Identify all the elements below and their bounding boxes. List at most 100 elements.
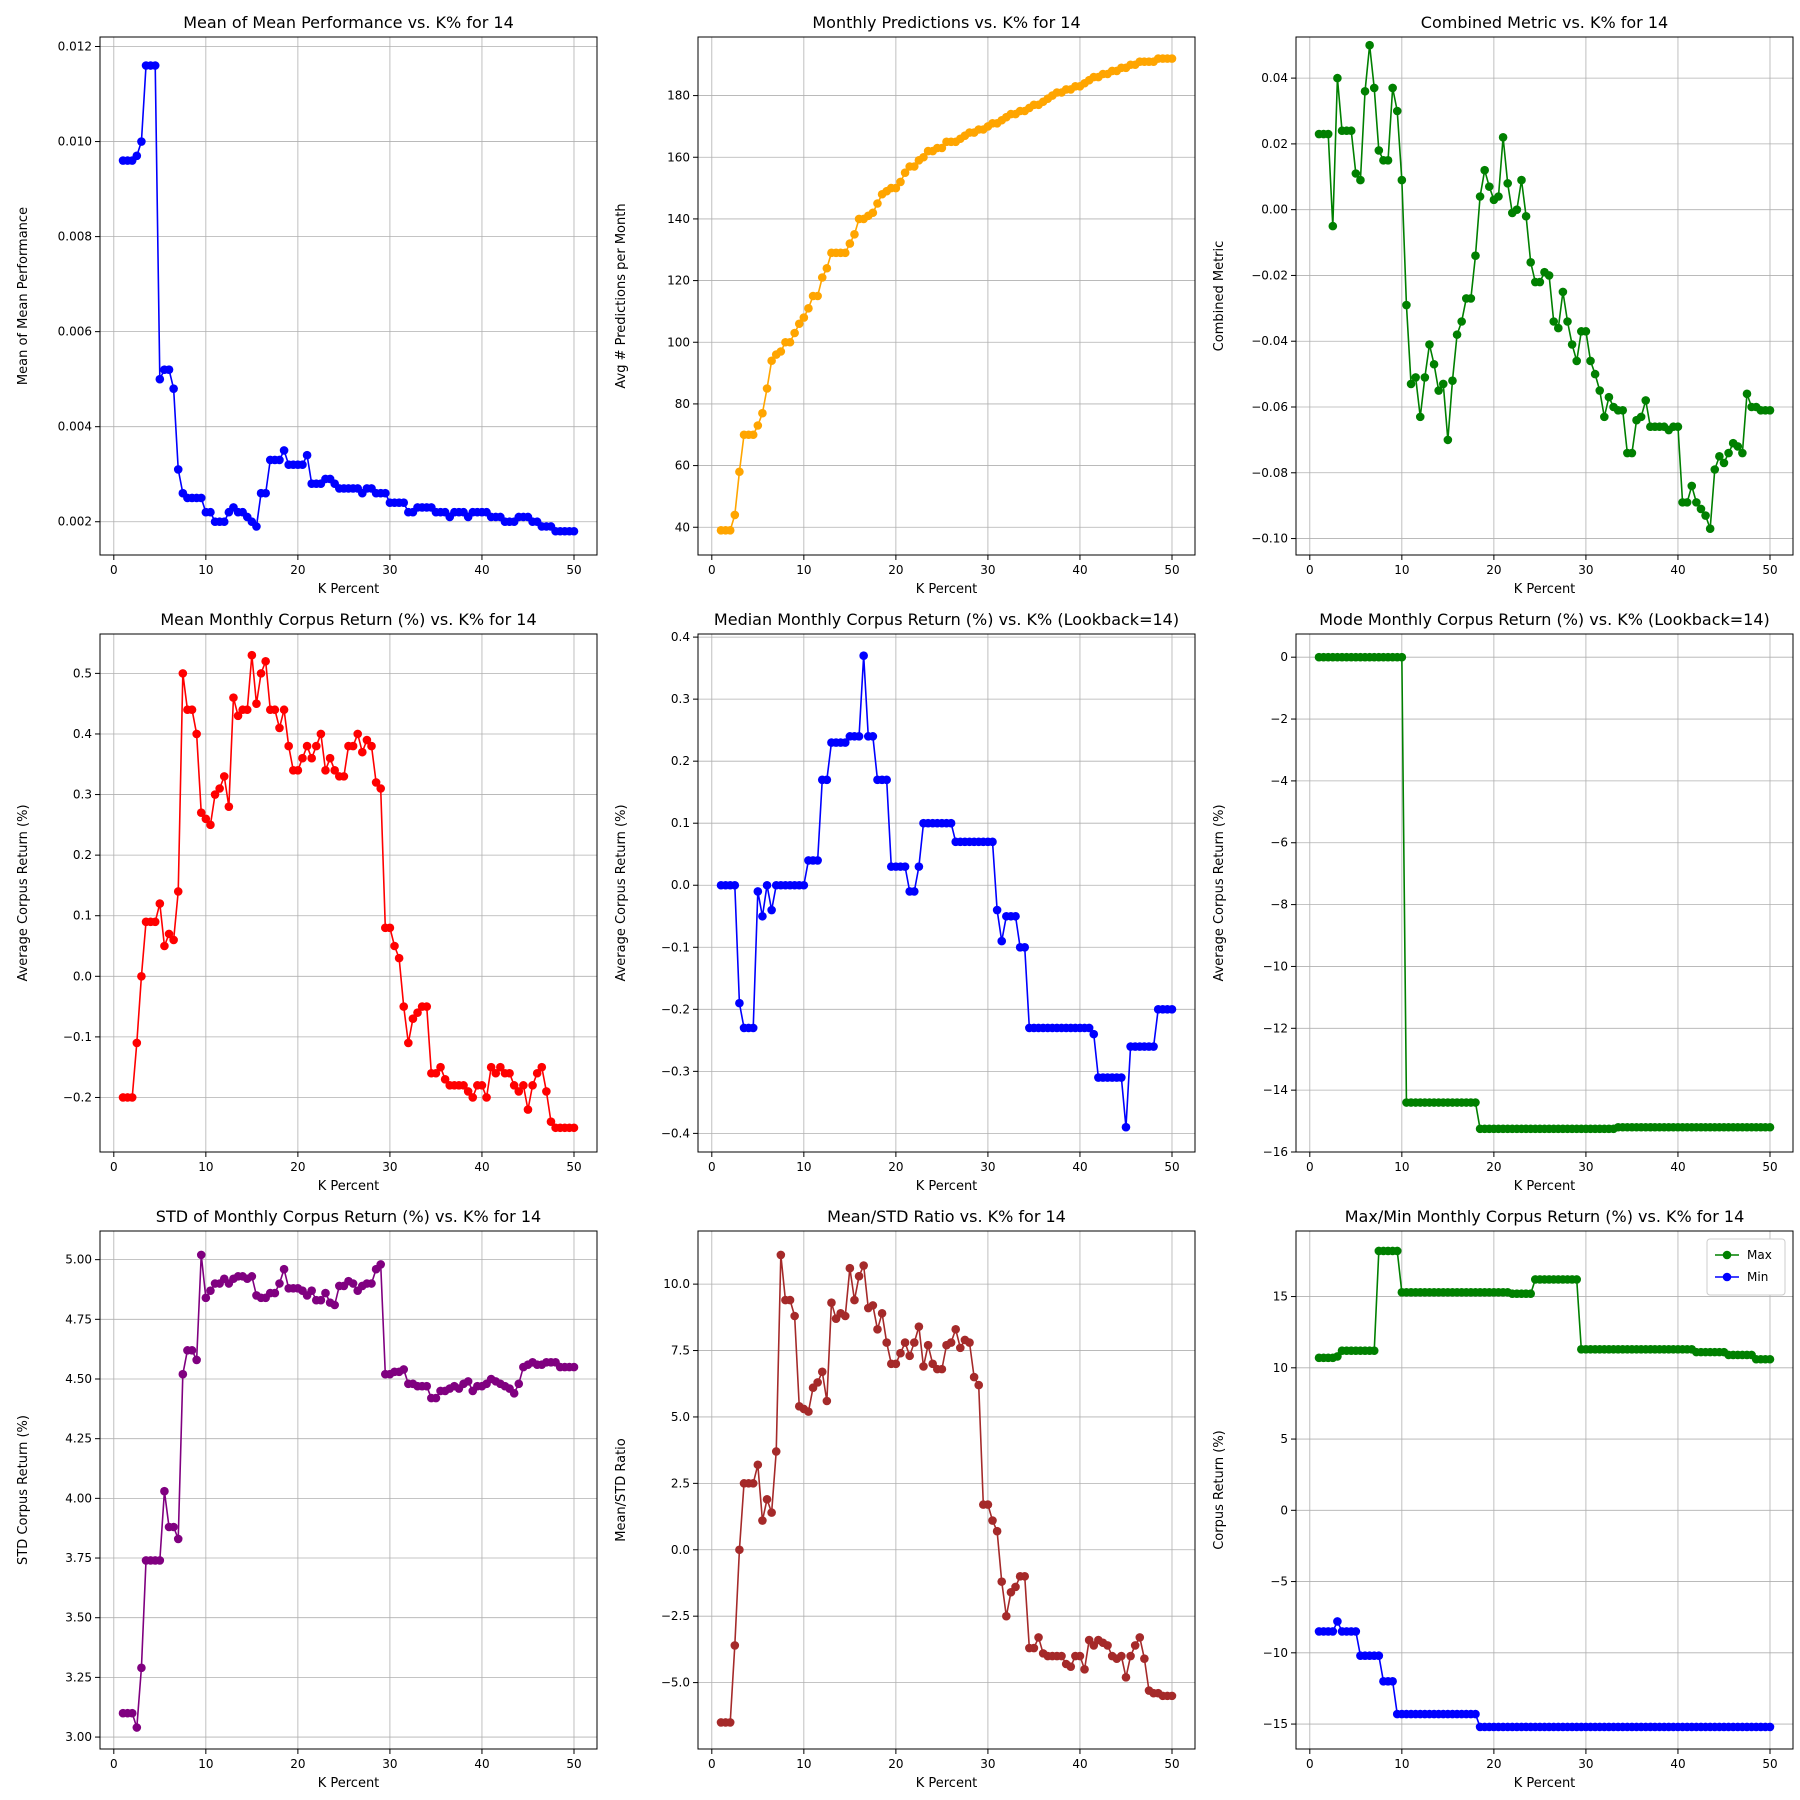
data-point: [316, 1295, 326, 1305]
data-point: [1011, 1582, 1020, 1592]
y-tick-label: 0.0: [671, 878, 690, 892]
data-point: [822, 775, 832, 785]
y-tick-label: −0.4: [661, 1126, 690, 1140]
x-axis-label: K Percent: [318, 1179, 380, 1194]
data-point: [1002, 1611, 1011, 1621]
y-tick-label: −4: [1270, 774, 1288, 788]
data-point: [1673, 422, 1683, 432]
data-point: [845, 239, 855, 248]
series-1: [118, 61, 579, 536]
data-point: [840, 1311, 850, 1321]
data-point: [1705, 524, 1715, 533]
data-point: [173, 465, 183, 474]
data-point: [730, 510, 740, 520]
series-line: [721, 57, 1172, 532]
data-point: [1351, 169, 1361, 178]
data-point: [132, 1723, 142, 1732]
y-tick-label: 0.5: [73, 666, 92, 680]
data-point: [491, 1068, 501, 1078]
data-point: [905, 1351, 914, 1361]
x-tick-label: 30: [1578, 1160, 1593, 1174]
data-point: [358, 747, 367, 757]
x-tick-label: 40: [1670, 563, 1685, 577]
chart-title: Mode Monthly Corpus Return (%) vs. K% (L…: [1319, 610, 1770, 629]
data-point: [569, 1123, 579, 1133]
data-point: [270, 705, 280, 715]
data-point: [196, 493, 206, 503]
x-tick-label: 40: [1670, 1757, 1685, 1771]
y-tick-label: 5.0: [671, 1410, 690, 1424]
y-tick-label: 0.02: [1261, 137, 1288, 151]
data-point: [822, 1396, 832, 1406]
x-tick-label: 10: [796, 1757, 811, 1771]
data-point: [790, 328, 799, 338]
y-tick-label: 3.50: [65, 1611, 92, 1625]
y-tick-label: 0.0: [671, 1543, 690, 1557]
data-point: [735, 467, 744, 477]
data-point: [178, 669, 188, 678]
data-point: [951, 1324, 961, 1334]
chart-title: Median Monthly Corpus Return (%) vs. K% …: [714, 610, 1179, 629]
series-line: [721, 1254, 1172, 1724]
x-axis-label: K Percent: [1514, 1776, 1576, 1791]
y-tick-label: 3.25: [65, 1670, 92, 1684]
data-point: [1567, 340, 1577, 349]
x-tick-label: 20: [1486, 1757, 1501, 1771]
data-point: [496, 1062, 505, 1072]
series-line: [123, 655, 574, 1129]
plot-frame: [99, 633, 598, 1153]
y-tick-label: 0.04: [1261, 71, 1288, 85]
data-point: [1328, 221, 1338, 231]
data-point: [261, 488, 270, 498]
data-point: [206, 1286, 215, 1295]
data-point: [201, 814, 211, 824]
data-point: [1415, 412, 1425, 422]
y-axis-label: Mean/STD Ratio: [614, 1438, 629, 1542]
data-point: [422, 1381, 432, 1391]
data-point: [468, 1093, 478, 1102]
data-point: [956, 1343, 965, 1353]
y-tick-label: 10.0: [663, 1277, 690, 1291]
x-tick-label: 20: [1486, 1160, 1501, 1174]
data-point: [767, 1508, 776, 1517]
data-point: [242, 705, 252, 715]
data-point: [219, 772, 229, 781]
data-point: [256, 669, 266, 678]
y-tick-label: 15: [1273, 1290, 1288, 1304]
data-point: [127, 1093, 137, 1102]
data-point: [1397, 175, 1407, 185]
data-point: [891, 1359, 901, 1369]
data-point: [854, 732, 864, 741]
data-point: [155, 1556, 165, 1565]
data-point: [1563, 317, 1572, 326]
series-1: [1314, 40, 1775, 533]
y-tick-label: 0.006: [58, 325, 92, 339]
y-axis-label: Average Corpus Return (%): [614, 804, 629, 981]
data-point: [1765, 405, 1775, 415]
series-line: [1319, 656, 1770, 1130]
x-tick-label: 20: [888, 1757, 903, 1771]
data-point: [224, 802, 234, 811]
chart-1: 0 10 20 30 40 50 0.002 0.004 0.006 0.008 0.010 0.01…: [16, 13, 598, 597]
data-point: [1475, 192, 1485, 201]
legend-label: Max: [1747, 1248, 1772, 1262]
data-point: [348, 1279, 358, 1288]
x-tick-label: 20: [888, 563, 903, 577]
data-point: [965, 1338, 974, 1347]
y-tick-label: −2.5: [661, 1609, 690, 1623]
data-point: [1374, 146, 1384, 155]
data-point: [758, 408, 767, 418]
y-tick-label: 3.00: [65, 1730, 92, 1744]
data-point: [937, 1364, 947, 1374]
y-axis-label: Corpus Return (%): [1212, 1430, 1227, 1550]
data-point: [537, 1062, 547, 1072]
legend-marker: [1722, 1250, 1732, 1260]
data-point: [1682, 498, 1692, 507]
data-point: [1333, 1352, 1342, 1361]
data-point: [1627, 448, 1637, 458]
series-1: [118, 1250, 579, 1732]
data-point: [854, 1271, 864, 1281]
legend-box: [1706, 1238, 1786, 1296]
x-axis-label: K Percent: [1514, 1179, 1576, 1194]
data-point: [132, 151, 142, 161]
